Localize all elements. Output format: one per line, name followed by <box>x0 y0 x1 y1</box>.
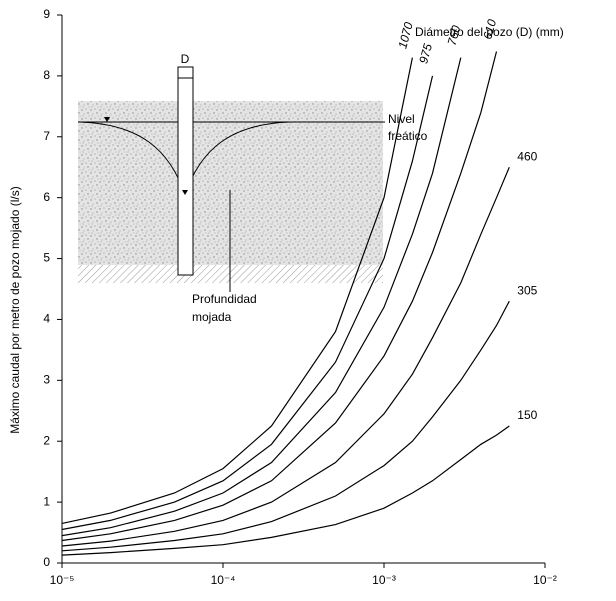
line-series <box>61 166 510 547</box>
y-tick-label: 8 <box>43 68 50 82</box>
water-symbol <box>104 117 110 122</box>
y-tick-label: 9 <box>43 7 50 21</box>
annotation: Nivel <box>388 112 415 126</box>
line-series <box>61 75 434 531</box>
series-label: 150 <box>517 408 537 422</box>
x-tick-label: 10⁻³ <box>372 573 396 587</box>
inset-diagram: D Nivel freático Profundidad mojada <box>78 52 428 324</box>
well <box>177 66 194 276</box>
series-label: 975 <box>416 42 435 65</box>
y-tick-label: 4 <box>43 312 50 326</box>
series-label: 460 <box>517 149 537 163</box>
diameter-bracket <box>177 68 194 79</box>
annotation: Profundidad <box>192 292 257 306</box>
annotation: mojada <box>192 310 232 324</box>
y-tick-label: 3 <box>43 373 50 387</box>
annotation: freático <box>388 129 428 143</box>
y-tick-label: 0 <box>43 555 50 569</box>
annotation: D <box>181 52 190 66</box>
y-tick-label: 5 <box>43 251 50 265</box>
line-series <box>61 300 510 552</box>
y-tick-label: 7 <box>43 129 50 143</box>
line-series <box>61 51 498 542</box>
series-label: 1070 <box>395 20 416 50</box>
x-tick-label: 10⁻⁴ <box>211 573 236 587</box>
series-label: 760 <box>445 24 464 47</box>
series-label: 305 <box>517 283 537 297</box>
y-tick-label: 1 <box>43 494 50 508</box>
x-tick-label: 10⁻² <box>533 573 557 587</box>
line-series <box>61 57 413 524</box>
series-label: 610 <box>480 18 499 41</box>
y-tick-label: 2 <box>43 433 50 447</box>
legend-title: Diámetro del pozo (D) (mm) <box>415 25 564 39</box>
water-symbol <box>182 190 188 195</box>
y-axis-label: Máximo caudal por metro de pozo mojado (… <box>8 186 22 433</box>
line-series <box>61 57 462 537</box>
y-tick-label: 6 <box>43 190 50 204</box>
line-series <box>61 425 510 556</box>
x-tick-label: 10⁻⁵ <box>50 573 75 587</box>
